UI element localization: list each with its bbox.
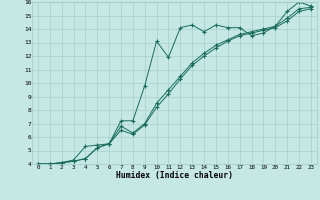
X-axis label: Humidex (Indice chaleur): Humidex (Indice chaleur) [116, 171, 233, 180]
